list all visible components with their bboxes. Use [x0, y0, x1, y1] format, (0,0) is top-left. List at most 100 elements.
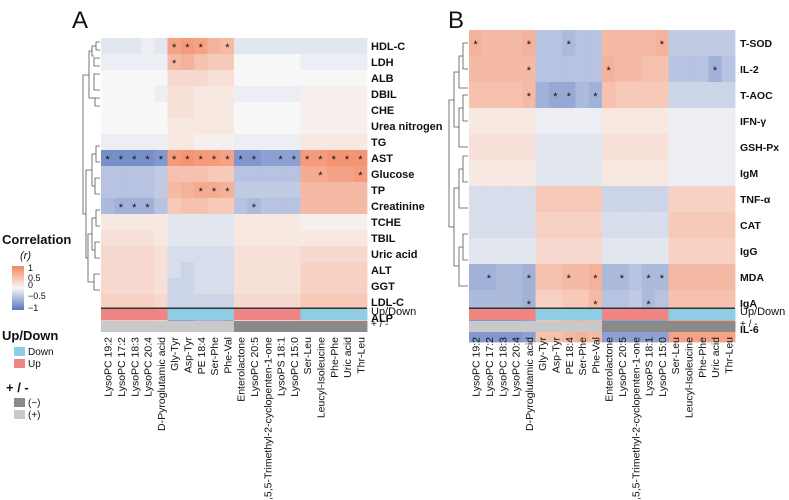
panel-b-cell-r8-c3 — [508, 238, 523, 265]
panel-a-cell-r9-c14 — [287, 182, 301, 199]
panel-a-sign-bar-c10 — [234, 321, 248, 332]
panel-a-cell-r7-c11 — [247, 150, 261, 167]
panel-b-cell-r8-c19 — [721, 238, 736, 265]
panel-a-cell-r14-c15 — [300, 262, 315, 279]
panel-a-cell-r6-c14 — [287, 134, 301, 151]
panel-a-cell-r8-c4 — [154, 166, 168, 183]
panel-b-cell-r0-c12 — [628, 30, 643, 57]
panel-b-sign-bar-c18 — [708, 321, 723, 332]
panel-a-cell-r8-c18 — [340, 166, 355, 183]
panel-b-cell-r9-c8 — [575, 264, 590, 291]
panel-a-cell-r12-c12 — [260, 230, 275, 247]
panel-a-updown-bar-c15 — [300, 309, 315, 320]
panel-b-cell-r8-c11 — [615, 238, 629, 265]
panel-a-cell-r0-c13 — [273, 38, 288, 55]
panel-a-cell-r6-c9 — [220, 134, 235, 151]
panel-b-row-label-tnf: TNF-α — [740, 194, 771, 206]
panel-b-sign-bar-c11 — [615, 321, 629, 332]
panel-a-cell-r14-c14 — [287, 262, 301, 279]
panel-a-column-label-ser-leu: Ser-Leu — [302, 337, 314, 375]
panel-a-cell-r14-c16 — [313, 262, 328, 279]
panel-b-updown-bar-c17 — [695, 309, 709, 320]
panel-a-cell-r9-c8 — [207, 182, 222, 199]
panel-a-significance-mark: * — [159, 154, 164, 166]
panel-b-row-label-ifn: IFN-γ — [740, 116, 766, 128]
panel-a-cell-r4-c5 — [167, 102, 182, 119]
panel-b-significance-mark: * — [593, 91, 598, 103]
panel-a-cell-r2-c9 — [220, 70, 235, 87]
panel-b-cell-r1-c2 — [495, 56, 510, 83]
panel-b-cell-r0-c10 — [602, 30, 616, 57]
panel-a-cell-r15-c16 — [313, 278, 328, 295]
panel-a-column-label-lysopc-20-5: LysoPC 20:5 — [249, 337, 261, 397]
panel-b-cell-r1-c13 — [641, 56, 656, 83]
panel-b-cell-r7-c4 — [522, 212, 536, 239]
panel-a-cell-r0-c10 — [234, 38, 248, 55]
panel-a-cell-r3-c17 — [327, 86, 341, 103]
panel-b-cell-r0-c19 — [721, 30, 736, 57]
panel-a-cell-r10-c13 — [273, 198, 288, 215]
panel-b-cell-r2-c16 — [681, 82, 696, 109]
panel-a-sign-bar-c6 — [180, 321, 195, 332]
panel-a-cell-r3-c11 — [247, 86, 261, 103]
panel-a-cell-r15-c18 — [340, 278, 355, 295]
panel-b-row-label-igm: IgM — [740, 168, 758, 180]
panel-a-row-label-hdl-c: HDL-C — [371, 41, 405, 53]
panel-a-cell-r1-c9 — [220, 54, 235, 71]
panel-a-cell-r4-c8 — [207, 102, 222, 119]
panel-a-cell-r8-c13 — [273, 166, 288, 183]
panel-a-cell-r4-c7 — [194, 102, 208, 119]
panel-b-cell-r3-c19 — [721, 108, 736, 135]
panel-a-cell-r10-c8 — [207, 198, 222, 215]
panel-b-column-label-phe-phe: Phe-Phe — [697, 337, 709, 378]
panel-b-significance-mark: * — [487, 273, 492, 285]
panel-b-significance-mark: * — [474, 39, 479, 51]
panel-a-cell-r9-c10 — [234, 182, 248, 199]
panel-a-sign-bar-c15 — [300, 321, 315, 332]
panel-b-cell-r3-c13 — [641, 108, 656, 135]
panel-b-cell-r1-c6 — [548, 56, 563, 83]
panel-b-cell-r3-c12 — [628, 108, 643, 135]
panel-a-cell-r11-c5 — [167, 214, 182, 231]
panel-a-cell-r7-c4 — [154, 150, 168, 167]
panel-a-cell-r4-c6 — [180, 102, 195, 119]
panel-a-cell-r6-c11 — [247, 134, 261, 151]
panel-b-cell-r4-c11 — [615, 134, 629, 161]
panel-a-cell-r13-c17 — [327, 246, 341, 263]
colorbar-tick-label: −1 — [28, 303, 38, 313]
panel-a-cell-r7-c14 — [287, 150, 301, 167]
panel-a-cell-r6-c5 — [167, 134, 182, 151]
up-legend-label: Up — [28, 359, 41, 370]
panel-b-cell-r4-c18 — [708, 134, 723, 161]
panel-a-cell-r0-c18 — [340, 38, 355, 55]
panel-a-cell-r12-c14 — [287, 230, 301, 247]
panel-b-updown-bar-c7 — [562, 309, 576, 320]
panel-a-cell-r8-c11 — [247, 166, 261, 183]
panel-a-cell-r9-c18 — [340, 182, 355, 199]
panel-b-cell-r8-c9 — [588, 238, 603, 265]
panel-b-significance-mark: * — [527, 299, 532, 311]
panel-a-cell-r5-c4 — [154, 118, 168, 135]
panel-a-cell-r5-c7 — [194, 118, 208, 135]
panel-a-cell-r14-c6 — [180, 262, 195, 279]
panel-a-updown-bar-c17 — [327, 309, 341, 320]
panel-b-cell-r3-c14 — [655, 108, 669, 135]
panel-b-sign-bar-c4 — [522, 321, 536, 332]
panel-a-significance-mark: * — [199, 154, 204, 166]
panel-b-cell-r1-c12 — [628, 56, 643, 83]
panel-a-updown-bar-c1 — [114, 309, 128, 320]
panel-b-updown-bar-c14 — [655, 309, 669, 320]
panel-b-cell-r7-c13 — [641, 212, 656, 239]
panel-b-cell-r4-c15 — [668, 134, 683, 161]
panel-a-cell-r5-c15 — [300, 118, 315, 135]
panel-b-cell-r4-c1 — [482, 134, 496, 161]
panel-a-significance-mark: * — [225, 154, 230, 166]
panel-a-cell-r15-c2 — [127, 278, 142, 295]
panel-b-cell-r0-c13 — [641, 30, 656, 57]
panel-b-cell-r8-c4 — [522, 238, 536, 265]
panel-b-cell-r6-c15 — [668, 186, 683, 213]
panel-b-cell-r7-c16 — [681, 212, 696, 239]
panel-a-cell-r13-c6 — [180, 246, 195, 263]
panel-a-cell-r12-c10 — [234, 230, 248, 247]
panel-a-cell-r11-c9 — [220, 214, 235, 231]
